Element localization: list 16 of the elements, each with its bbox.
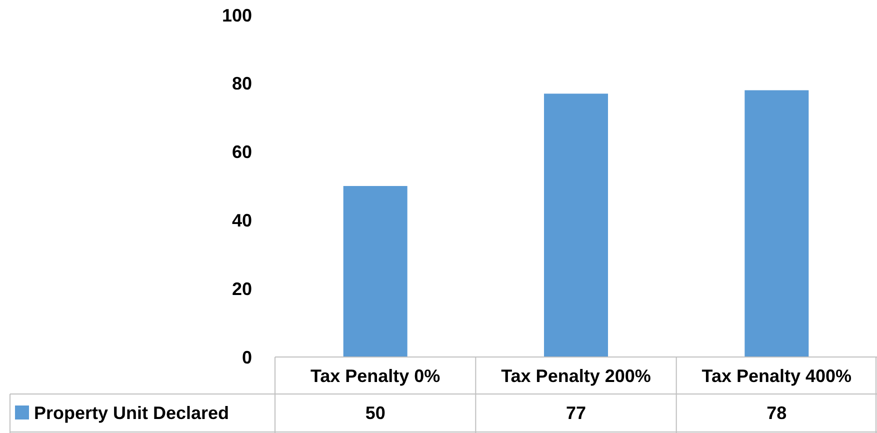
x-tick-label: Tax Penalty 0%	[310, 366, 440, 386]
y-tick-label: 80	[232, 74, 252, 94]
bar	[744, 90, 809, 357]
y-tick-label: 40	[232, 210, 252, 230]
legend-label: Property Unit Declared	[34, 402, 230, 423]
y-tick-label: 60	[232, 142, 252, 162]
data-label: 77	[566, 402, 586, 423]
bar	[544, 94, 608, 357]
data-label: 50	[365, 402, 386, 423]
bar	[343, 186, 408, 357]
y-tick-label: 100	[222, 5, 252, 26]
y-tick-label: 20	[232, 278, 252, 299]
x-tick-label: Tax Penalty 200%	[501, 366, 651, 386]
y-tick-label: 0	[242, 347, 252, 368]
data-label: 78	[766, 402, 787, 423]
x-tick-label: Tax Penalty 400%	[702, 366, 852, 386]
